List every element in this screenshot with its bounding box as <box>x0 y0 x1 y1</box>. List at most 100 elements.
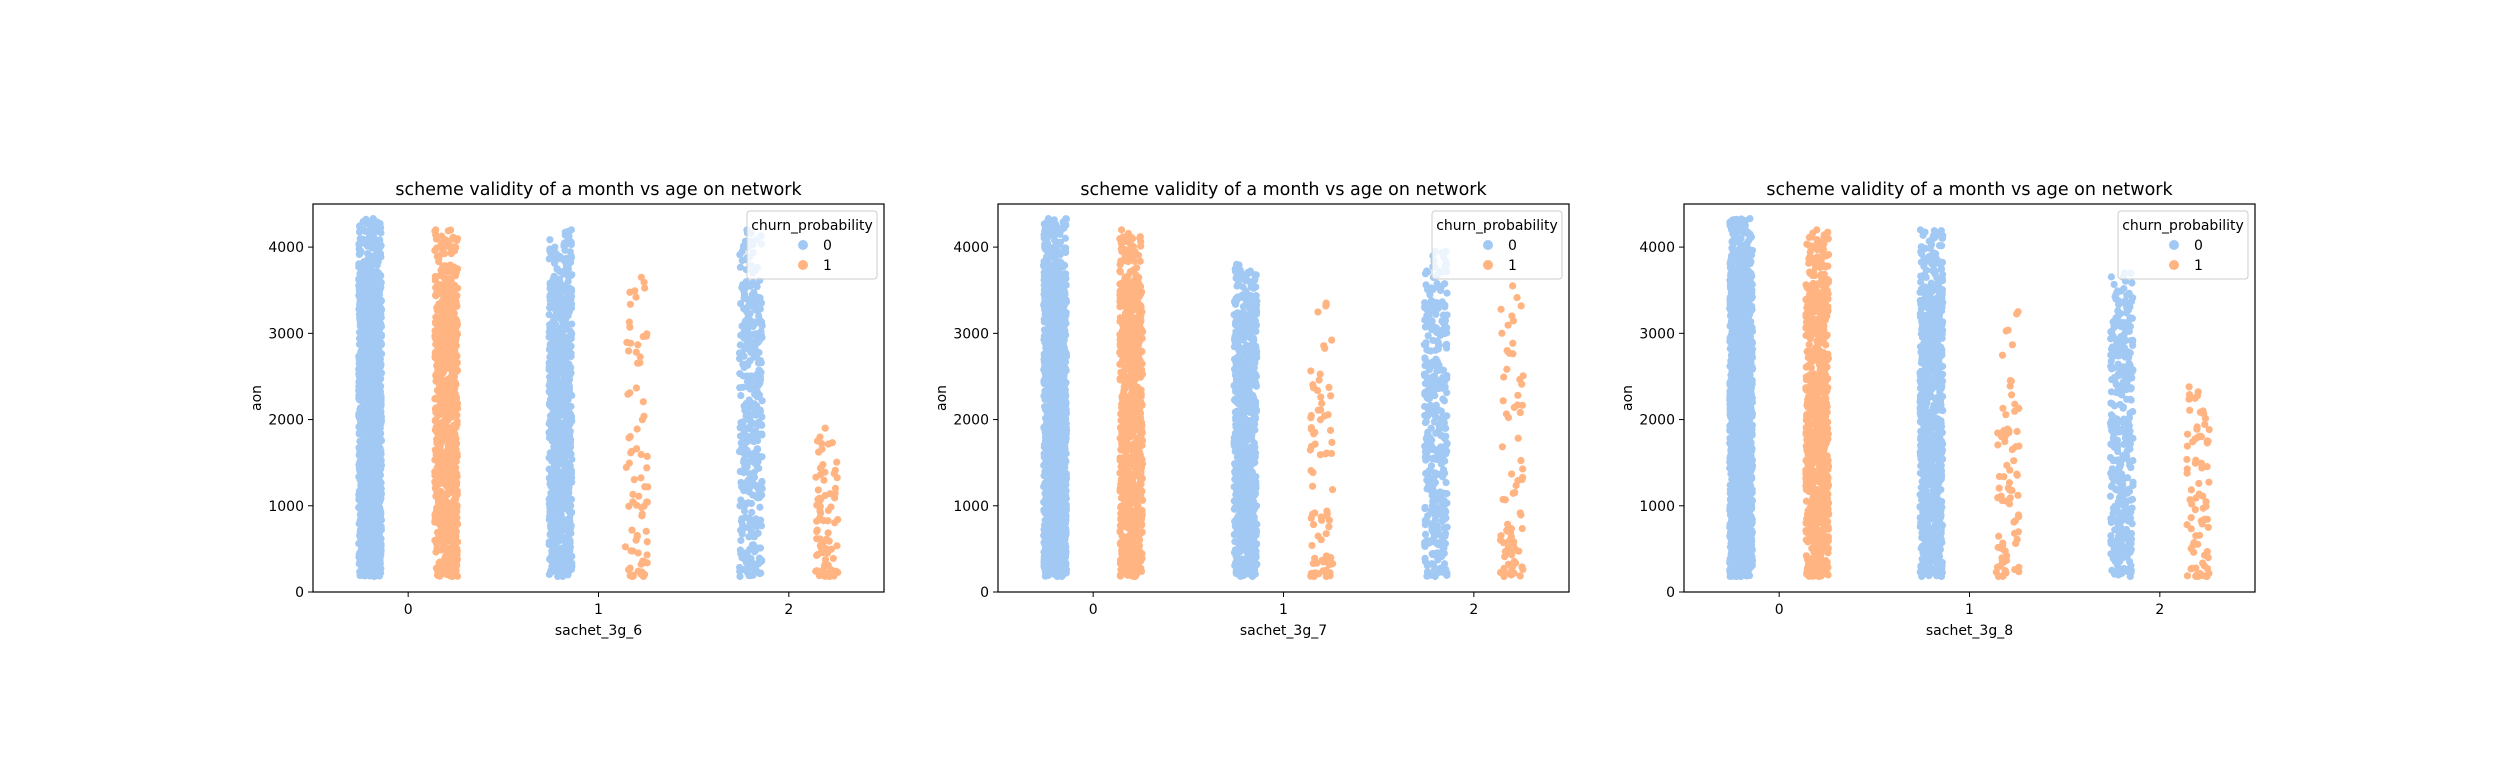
data-point <box>551 482 560 490</box>
data-point <box>566 409 574 418</box>
data-point <box>752 379 761 388</box>
data-point <box>550 399 558 407</box>
data-point <box>827 503 835 511</box>
data-point <box>555 381 563 389</box>
data-point <box>816 535 824 543</box>
data-point <box>821 424 829 432</box>
data-point <box>374 296 382 304</box>
data-point <box>1042 253 1051 261</box>
data-point <box>743 383 752 391</box>
data-point <box>436 531 444 539</box>
data-point <box>367 229 375 237</box>
data-point <box>745 433 753 441</box>
data-point <box>563 423 571 431</box>
data-point <box>375 467 383 475</box>
data-point <box>365 339 373 347</box>
data-point <box>546 245 554 253</box>
data-point <box>358 564 366 572</box>
data-point <box>634 359 642 367</box>
data-point <box>376 250 385 258</box>
data-point <box>559 480 567 488</box>
data-point <box>736 341 744 349</box>
data-point <box>556 276 564 285</box>
data-point <box>813 517 821 525</box>
data-point <box>444 507 452 516</box>
data-point <box>357 474 365 482</box>
data-point <box>551 340 559 349</box>
data-point <box>432 564 441 572</box>
data-point <box>567 304 576 312</box>
data-point <box>442 417 450 425</box>
data-point <box>756 569 764 578</box>
data-point <box>453 550 461 559</box>
data-point <box>367 399 375 407</box>
data-point <box>1061 478 1070 486</box>
data-point <box>441 357 450 366</box>
data-point <box>816 464 825 472</box>
data-point <box>632 348 640 356</box>
data-point <box>831 466 839 474</box>
data-point <box>746 545 754 553</box>
data-point <box>436 422 444 430</box>
data-point <box>565 273 573 281</box>
data-point <box>736 263 745 271</box>
data-point <box>374 238 382 246</box>
data-point <box>643 498 651 506</box>
data-point <box>560 373 568 381</box>
data-point <box>633 445 641 453</box>
data-point <box>814 486 822 494</box>
data-point <box>362 419 371 428</box>
data-point <box>450 434 458 442</box>
data-point <box>371 286 379 295</box>
data-point <box>737 536 745 545</box>
data-point <box>548 455 556 463</box>
data-point <box>642 527 650 535</box>
chart-panel-2: scheme validity of a month vs age on net… <box>934 180 1570 639</box>
data-point <box>547 475 555 483</box>
data-point <box>364 462 372 470</box>
data-point <box>453 399 461 407</box>
data-point <box>434 446 442 454</box>
data-point <box>742 360 750 368</box>
data-point <box>560 256 568 264</box>
data-point <box>755 298 763 306</box>
data-point <box>738 554 746 562</box>
data-point <box>754 349 762 357</box>
data-point <box>441 490 450 498</box>
data-point <box>452 446 460 454</box>
data-point <box>361 518 369 527</box>
data-point <box>756 503 764 511</box>
data-point <box>741 317 749 325</box>
data-point <box>359 267 367 275</box>
data-point <box>355 370 363 378</box>
legend-label: 1 <box>823 258 832 274</box>
data-point <box>370 347 378 355</box>
data-point <box>438 297 447 305</box>
data-point <box>564 227 572 236</box>
data-point <box>1041 273 1049 281</box>
data-point <box>745 559 753 568</box>
data-point <box>561 304 569 312</box>
data-point <box>564 343 572 351</box>
data-point <box>360 511 369 519</box>
data-point <box>433 504 441 512</box>
data-point <box>364 503 372 511</box>
y-tick-label: 1000 <box>268 499 304 515</box>
data-point <box>557 507 565 515</box>
data-point <box>358 276 366 284</box>
data-point <box>824 561 832 569</box>
data-point <box>557 287 565 295</box>
data-point <box>624 390 632 398</box>
data-point <box>637 560 645 568</box>
data-point <box>442 288 450 297</box>
data-point <box>446 261 454 270</box>
data-point <box>442 570 450 578</box>
data-point <box>548 296 556 305</box>
data-point <box>545 373 554 381</box>
x-tick-label: 0 <box>404 602 413 618</box>
data-point <box>1059 263 1067 271</box>
data-point <box>637 474 645 482</box>
data-point <box>744 458 752 467</box>
